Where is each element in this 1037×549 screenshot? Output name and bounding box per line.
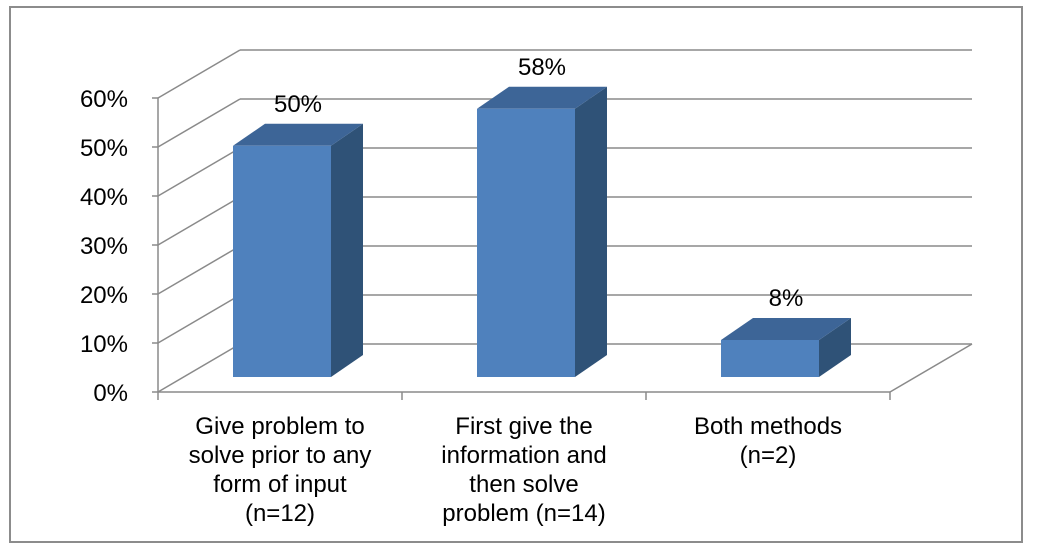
bar-side <box>819 318 851 377</box>
bar-2 <box>477 86 607 377</box>
y-tick-label: 30% <box>80 233 128 260</box>
bar-front <box>477 108 575 377</box>
y-tick-label: 60% <box>80 86 128 113</box>
bar-front <box>233 145 331 377</box>
side-wall-gridline <box>157 245 241 295</box>
side-wall-gridline <box>157 343 241 393</box>
bar-front <box>721 340 819 377</box>
bar-top <box>233 123 363 146</box>
axis-layer: 0% 10% 20% 30% 40% 50% 60% <box>80 86 891 407</box>
y-tick-label: 40% <box>80 184 128 211</box>
data-label: 50% <box>274 91 322 118</box>
x-category-label: Give problem to solve prior to any form of… <box>189 413 372 527</box>
data-label: 8% <box>769 285 804 312</box>
side-wall-gridline <box>157 147 241 197</box>
bar-top <box>477 86 607 109</box>
data-label: 58% <box>518 54 566 81</box>
label-layer: 50% Give problem to solve prior to any form… <box>189 54 842 527</box>
y-tick-label: 10% <box>80 331 128 358</box>
y-tick-label: 50% <box>80 135 128 162</box>
x-category-label: Both methods (n=2) <box>694 413 842 469</box>
side-wall-gridline <box>157 196 241 246</box>
bar-top <box>721 318 851 341</box>
bar-3 <box>721 318 851 377</box>
side-wall-gridline <box>157 294 241 344</box>
bar-layer <box>233 86 851 377</box>
x-category-label: First give the information and then solve p… <box>441 413 606 527</box>
y-tick-label: 0% <box>93 380 128 407</box>
bar-side <box>331 123 363 377</box>
side-wall-gridline <box>157 98 241 148</box>
bar-side <box>575 86 607 377</box>
floor-edge <box>889 343 973 393</box>
bar-1 <box>233 123 363 377</box>
side-wall-gridline <box>157 49 241 99</box>
y-tick-label: 20% <box>80 282 128 309</box>
